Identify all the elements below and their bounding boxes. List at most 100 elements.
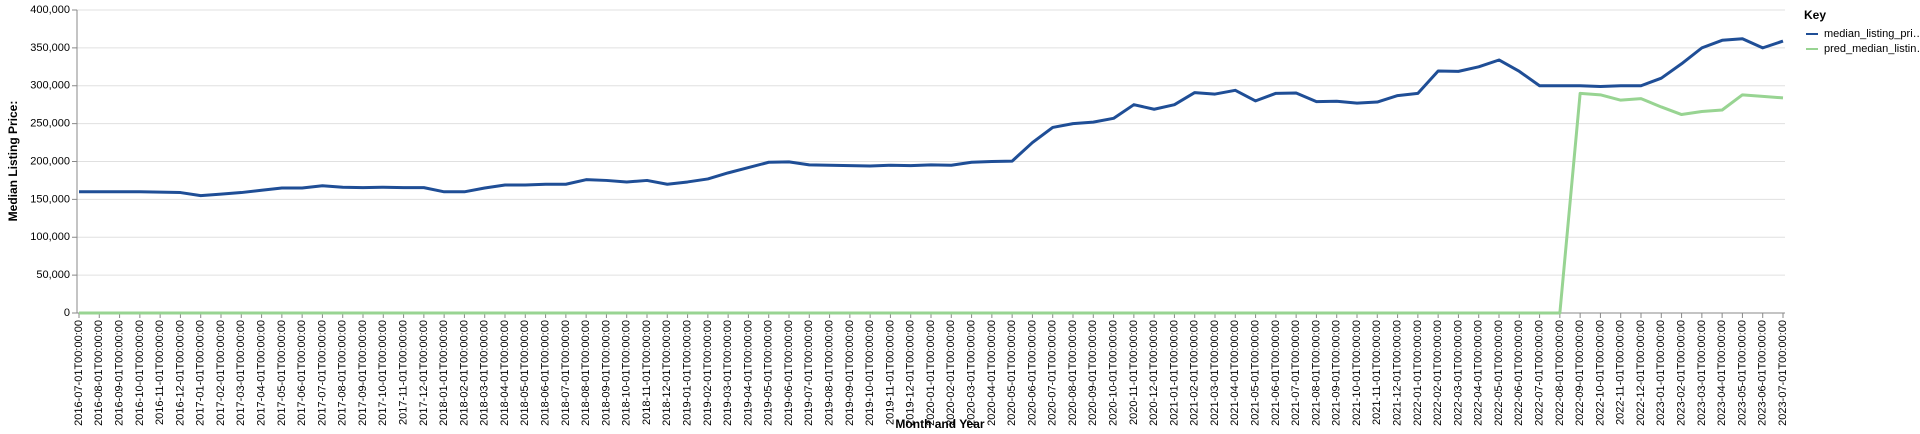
x-tick-label: 2016-11-01T00:00:00 <box>154 320 166 425</box>
x-tick-label: 2020-04-01T00:00:00 <box>986 320 998 426</box>
x-tick-label: 2020-02-01T00:00:00 <box>945 320 957 426</box>
x-tick-label: 2018-08-01T00:00:00 <box>580 320 592 426</box>
x-tick-label: 2022-04-01T00:00:00 <box>1473 320 1485 426</box>
x-tick-label: 2022-10-01T00:00:00 <box>1594 320 1606 426</box>
x-tick-label: 2019-07-01T00:00:00 <box>803 320 815 426</box>
y-tick-label: 150,000 <box>30 193 70 205</box>
x-tick-label: 2022-12-01T00:00:00 <box>1635 320 1647 426</box>
x-tick-label: 2018-07-01T00:00:00 <box>560 320 572 426</box>
x-tick-label: 2019-06-01T00:00:00 <box>783 320 795 426</box>
x-tick-label: 2020-11-01T00:00:00 <box>1128 320 1140 425</box>
x-tick-label: 2020-09-01T00:00:00 <box>1087 320 1099 426</box>
x-tick-label: 2022-09-01T00:00:00 <box>1574 320 1586 426</box>
x-tick-label: 2021-06-01T00:00:00 <box>1270 320 1282 426</box>
y-tick-label: 200,000 <box>30 155 70 167</box>
x-tick-label: 2020-06-01T00:00:00 <box>1026 320 1038 426</box>
x-tick-label: 2020-08-01T00:00:00 <box>1067 320 1079 426</box>
x-tick-label: 2018-05-01T00:00:00 <box>519 320 531 426</box>
x-tick-label: 2023-06-01T00:00:00 <box>1757 320 1769 426</box>
legend-title: Key <box>1804 8 1826 22</box>
series-line <box>79 37 1784 198</box>
x-tick-label: 2020-12-01T00:00:00 <box>1148 320 1160 426</box>
x-tick-label: 2017-06-01T00:00:00 <box>296 320 308 426</box>
x-tick-label: 2017-05-01T00:00:00 <box>276 320 288 426</box>
x-tick-label: 2016-08-01T00:00:00 <box>93 320 105 426</box>
x-tick-label: 2019-01-01T00:00:00 <box>681 320 693 426</box>
x-tick-label: 2021-03-01T00:00:00 <box>1209 320 1221 426</box>
x-tick-label: 2023-02-01T00:00:00 <box>1675 320 1687 426</box>
x-tick-label: 2017-12-01T00:00:00 <box>418 320 430 426</box>
x-tick-label: 2021-11-01T00:00:00 <box>1371 320 1383 425</box>
x-tick-label: 2021-05-01T00:00:00 <box>1249 320 1261 426</box>
x-tick-label: 2016-09-01T00:00:00 <box>113 320 125 426</box>
x-tick-label: 2021-12-01T00:00:00 <box>1391 320 1403 426</box>
series-line <box>79 91 1784 315</box>
y-tick-label: 0 <box>64 307 70 319</box>
x-tick-label: 2018-04-01T00:00:00 <box>499 320 511 426</box>
x-tick-label: 2018-11-01T00:00:00 <box>641 320 653 425</box>
y-tick-label: 250,000 <box>30 118 70 130</box>
x-tick-label: 2019-09-01T00:00:00 <box>844 320 856 426</box>
legend-label: median_listing_pri… <box>1824 28 1920 40</box>
x-tick-label: 2017-02-01T00:00:00 <box>215 320 227 426</box>
x-tick-label: 2022-02-01T00:00:00 <box>1432 320 1444 426</box>
x-tick-label: 2017-08-01T00:00:00 <box>337 320 349 426</box>
x-tick-label: 2017-04-01T00:00:00 <box>255 320 267 426</box>
x-tick-label: 2022-07-01T00:00:00 <box>1533 320 1545 426</box>
x-tick-label: 2023-03-01T00:00:00 <box>1696 320 1708 426</box>
x-tick-label: 2017-07-01T00:00:00 <box>316 320 328 426</box>
x-tick-label: 2020-07-01T00:00:00 <box>1047 320 1059 426</box>
x-tick-label: 2023-01-01T00:00:00 <box>1655 320 1667 426</box>
x-tick-label: 2019-02-01T00:00:00 <box>702 320 714 426</box>
x-axis-title: Month and Year <box>895 417 984 431</box>
y-tick-label: 300,000 <box>30 80 70 92</box>
x-tick-label: 2022-03-01T00:00:00 <box>1452 320 1464 426</box>
x-tick-label: 2018-09-01T00:00:00 <box>600 320 612 426</box>
x-tick-label: 2019-04-01T00:00:00 <box>742 320 754 426</box>
x-tick-label: 2023-07-01T00:00:00 <box>1777 320 1789 426</box>
x-tick-label: 2020-01-01T00:00:00 <box>925 320 937 426</box>
x-tick-label: 2022-01-01T00:00:00 <box>1412 320 1424 426</box>
x-tick-label: 2021-10-01T00:00:00 <box>1351 320 1363 426</box>
x-tick-label: 2016-12-01T00:00:00 <box>174 320 186 426</box>
x-tick-label: 2020-05-01T00:00:00 <box>1006 320 1018 426</box>
x-tick-label: 2018-02-01T00:00:00 <box>458 320 470 426</box>
x-tick-label: 2023-05-01T00:00:00 <box>1736 320 1748 426</box>
x-tick-label: 2017-10-01T00:00:00 <box>377 320 389 426</box>
x-tick-label: 2021-04-01T00:00:00 <box>1229 320 1241 426</box>
x-tick-label: 2018-12-01T00:00:00 <box>661 320 673 426</box>
x-tick-label: 2019-11-01T00:00:00 <box>884 320 896 425</box>
x-tick-label: 2017-09-01T00:00:00 <box>357 320 369 426</box>
x-tick-label: 2019-03-01T00:00:00 <box>722 320 734 426</box>
y-tick-label: 350,000 <box>30 42 70 54</box>
x-tick-label: 2022-11-01T00:00:00 <box>1615 320 1627 425</box>
x-tick-label: 2017-11-01T00:00:00 <box>397 320 409 425</box>
x-tick-label: 2017-03-01T00:00:00 <box>235 320 247 426</box>
x-tick-label: 2022-05-01T00:00:00 <box>1493 320 1505 426</box>
x-tick-label: 2022-08-01T00:00:00 <box>1554 320 1566 426</box>
x-tick-label: 2018-03-01T00:00:00 <box>479 320 491 426</box>
legend-label: pred_median_listin… <box>1824 43 1920 55</box>
x-tick-label: 2022-06-01T00:00:00 <box>1513 320 1525 426</box>
x-tick-label: 2018-06-01T00:00:00 <box>539 320 551 426</box>
x-tick-label: 2019-08-01T00:00:00 <box>823 320 835 426</box>
x-tick-label: 2021-09-01T00:00:00 <box>1331 320 1343 426</box>
y-axis-title: Median Listing Price: <box>6 101 20 222</box>
x-tick-label: 2021-02-01T00:00:00 <box>1189 320 1201 426</box>
x-tick-label: 2016-07-01T00:00:00 <box>73 320 85 426</box>
y-tick-label: 100,000 <box>30 231 70 243</box>
x-tick-label: 2020-03-01T00:00:00 <box>965 320 977 426</box>
x-tick-label: 2019-12-01T00:00:00 <box>905 320 917 426</box>
x-tick-label: 2017-01-01T00:00:00 <box>195 320 207 426</box>
x-tick-label: 2019-10-01T00:00:00 <box>864 320 876 426</box>
x-tick-label: 2020-10-01T00:00:00 <box>1107 320 1119 426</box>
x-tick-label: 2021-08-01T00:00:00 <box>1310 320 1322 426</box>
x-tick-label: 2023-04-01T00:00:00 <box>1716 320 1728 426</box>
x-tick-label: 2018-10-01T00:00:00 <box>621 320 633 426</box>
x-tick-label: 2018-01-01T00:00:00 <box>438 320 450 426</box>
x-tick-label: 2019-05-01T00:00:00 <box>763 320 775 426</box>
x-tick-label: 2021-01-01T00:00:00 <box>1168 320 1180 426</box>
x-tick-label: 2021-07-01T00:00:00 <box>1290 320 1302 426</box>
